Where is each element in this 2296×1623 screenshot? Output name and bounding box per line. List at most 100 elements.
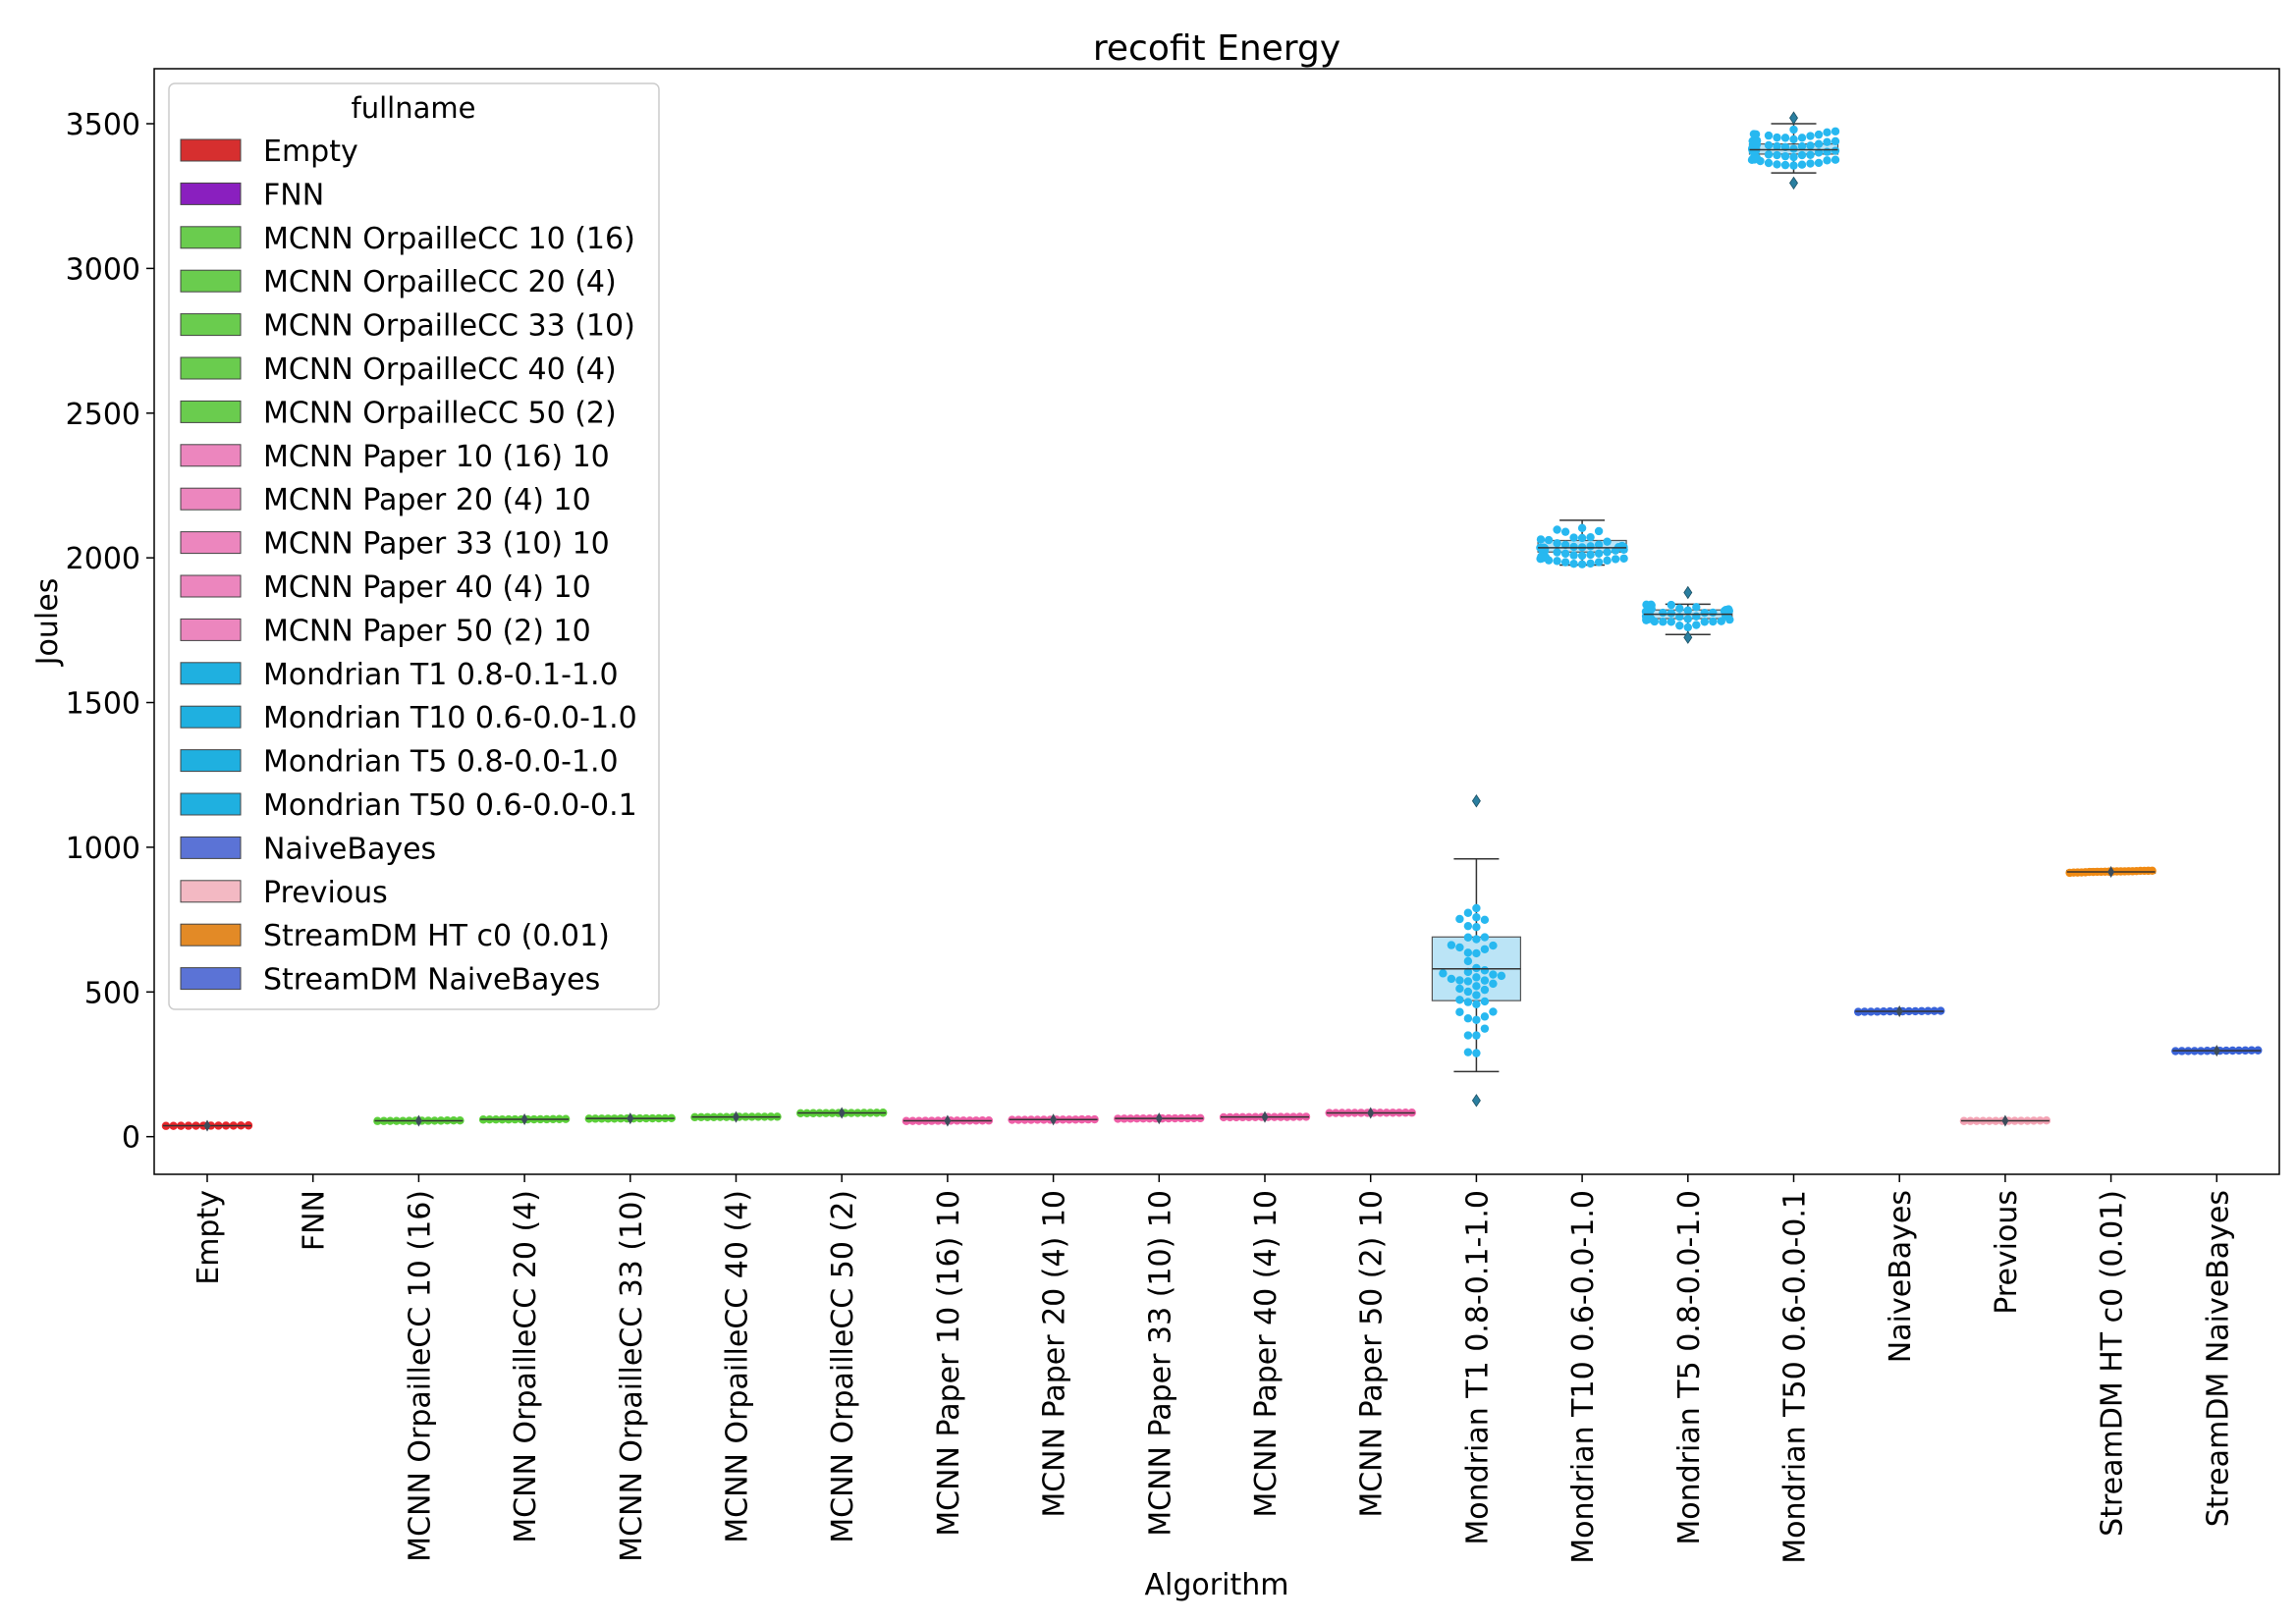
legend-label: Mondrian T5 0.8-0.0-1.0 [263, 745, 619, 780]
data-point [1619, 554, 1628, 563]
median-marker [1261, 1110, 1269, 1123]
data-point [1814, 139, 1824, 148]
legend-swatch [180, 749, 242, 773]
x-axis-label: Algorithm [1145, 1568, 1289, 1602]
legend-label: MCNN Paper 10 (16) 10 [263, 440, 610, 474]
data-point [1497, 971, 1506, 981]
y-tick-label: 3500 [66, 108, 140, 142]
data-point [1577, 560, 1587, 568]
legend-frame [168, 82, 660, 1010]
data-point [1586, 542, 1595, 551]
data-point [1814, 130, 1824, 139]
data-point [1723, 605, 1733, 614]
data-point [1480, 976, 1490, 985]
x-tick-label: MCNN Paper 40 (4) 10 [1249, 1190, 1284, 1518]
box-group [2065, 865, 2157, 878]
box-group [1008, 1113, 1099, 1126]
data-point [1764, 131, 1774, 140]
data-point [1642, 600, 1651, 610]
data-point [1667, 618, 1676, 626]
plot-marks [161, 111, 2263, 1132]
box-group [690, 1110, 782, 1123]
data-point [1823, 128, 1831, 137]
data-point [1455, 996, 1464, 1004]
box-group [902, 1114, 994, 1127]
data-point [1480, 985, 1490, 995]
data-point [1764, 140, 1774, 150]
x-tick-label: MCNN OrpailleCC 33 (10) [615, 1190, 649, 1562]
legend-label: StreamDM NaiveBayes [263, 963, 600, 998]
data-point [1667, 609, 1676, 618]
y-tick-label: 2000 [66, 542, 140, 576]
y-tick-label: 1000 [66, 832, 140, 866]
data-point [1480, 945, 1490, 953]
data-point [1675, 621, 1684, 630]
data-point [1764, 158, 1774, 168]
data-point [1789, 161, 1798, 170]
data-point [1577, 533, 1587, 543]
data-point [1594, 549, 1604, 558]
legend-label: Previous [263, 876, 388, 910]
data-point [1823, 147, 1831, 156]
legend-label: MCNN OrpailleCC 33 (10) [263, 309, 635, 344]
legend-swatch [180, 923, 242, 947]
data-point [1764, 150, 1774, 159]
data-point [1797, 160, 1807, 169]
data-point [1472, 935, 1481, 944]
data-point [1472, 922, 1481, 932]
x-tick-label: MCNN OrpailleCC 40 (4) [721, 1190, 755, 1543]
legend-title: fullname [352, 91, 476, 125]
data-point [1797, 134, 1807, 142]
median-marker [733, 1110, 739, 1123]
legend-label: MCNN Paper 40 (4) 10 [263, 570, 591, 605]
box-group [1747, 111, 1840, 190]
data-point [1463, 998, 1473, 1006]
legend-swatch [180, 444, 242, 467]
data-point [1700, 608, 1710, 618]
y-tick-label: 3000 [66, 252, 140, 287]
data-point [1806, 132, 1815, 140]
data-point [1560, 558, 1570, 567]
data-point [1472, 913, 1481, 922]
data-point [1675, 604, 1684, 613]
data-point [1659, 618, 1667, 626]
median-marker [1155, 1112, 1163, 1125]
x-tick-label: MCNN OrpailleCC 20 (4) [509, 1190, 543, 1543]
legend-swatch [180, 400, 242, 423]
data-point [1480, 1012, 1490, 1021]
x-tick-label: MCNN Paper 20 (4) 10 [1038, 1190, 1072, 1518]
data-point [1480, 933, 1490, 942]
data-point [1789, 152, 1798, 162]
data-point [1773, 133, 1781, 142]
data-point [1831, 136, 1840, 146]
legend-swatch [180, 836, 242, 859]
box-group [1536, 519, 1628, 568]
box-group [1641, 585, 1734, 644]
legend-label: MCNN OrpailleCC 40 (4) [263, 352, 617, 387]
data-point [1752, 136, 1762, 145]
box-group [1854, 1005, 1945, 1018]
data-point [1480, 1024, 1490, 1033]
legend-label: Mondrian T1 0.8-0.1-1.0 [263, 658, 619, 692]
data-point [1577, 523, 1587, 533]
data-point [1553, 525, 1561, 534]
data-point [1447, 974, 1456, 984]
legend-label: MCNN Paper 33 (10) 10 [263, 527, 610, 562]
x-tick-label: Previous [1990, 1190, 2024, 1315]
data-point [1594, 558, 1604, 567]
data-point [1553, 548, 1561, 557]
x-tick-label: Mondrian T1 0.8-0.1-1.0 [1460, 1190, 1495, 1545]
x-axis: Empty FNN MCNN OrpailleCC 10 (16) MCNN Orpa… [191, 1174, 2235, 1564]
data-point [1489, 970, 1498, 979]
data-point [1472, 973, 1481, 982]
data-point [1797, 141, 1807, 151]
data-point [1455, 1007, 1464, 1016]
x-tick-label: FNN [298, 1190, 332, 1251]
data-point [1683, 606, 1693, 615]
legend-swatch [180, 531, 242, 555]
legend-label: MCNN OrpailleCC 50 (2) [263, 396, 617, 430]
data-point [1806, 141, 1815, 150]
data-point [1569, 551, 1578, 560]
data-point [1455, 984, 1464, 994]
